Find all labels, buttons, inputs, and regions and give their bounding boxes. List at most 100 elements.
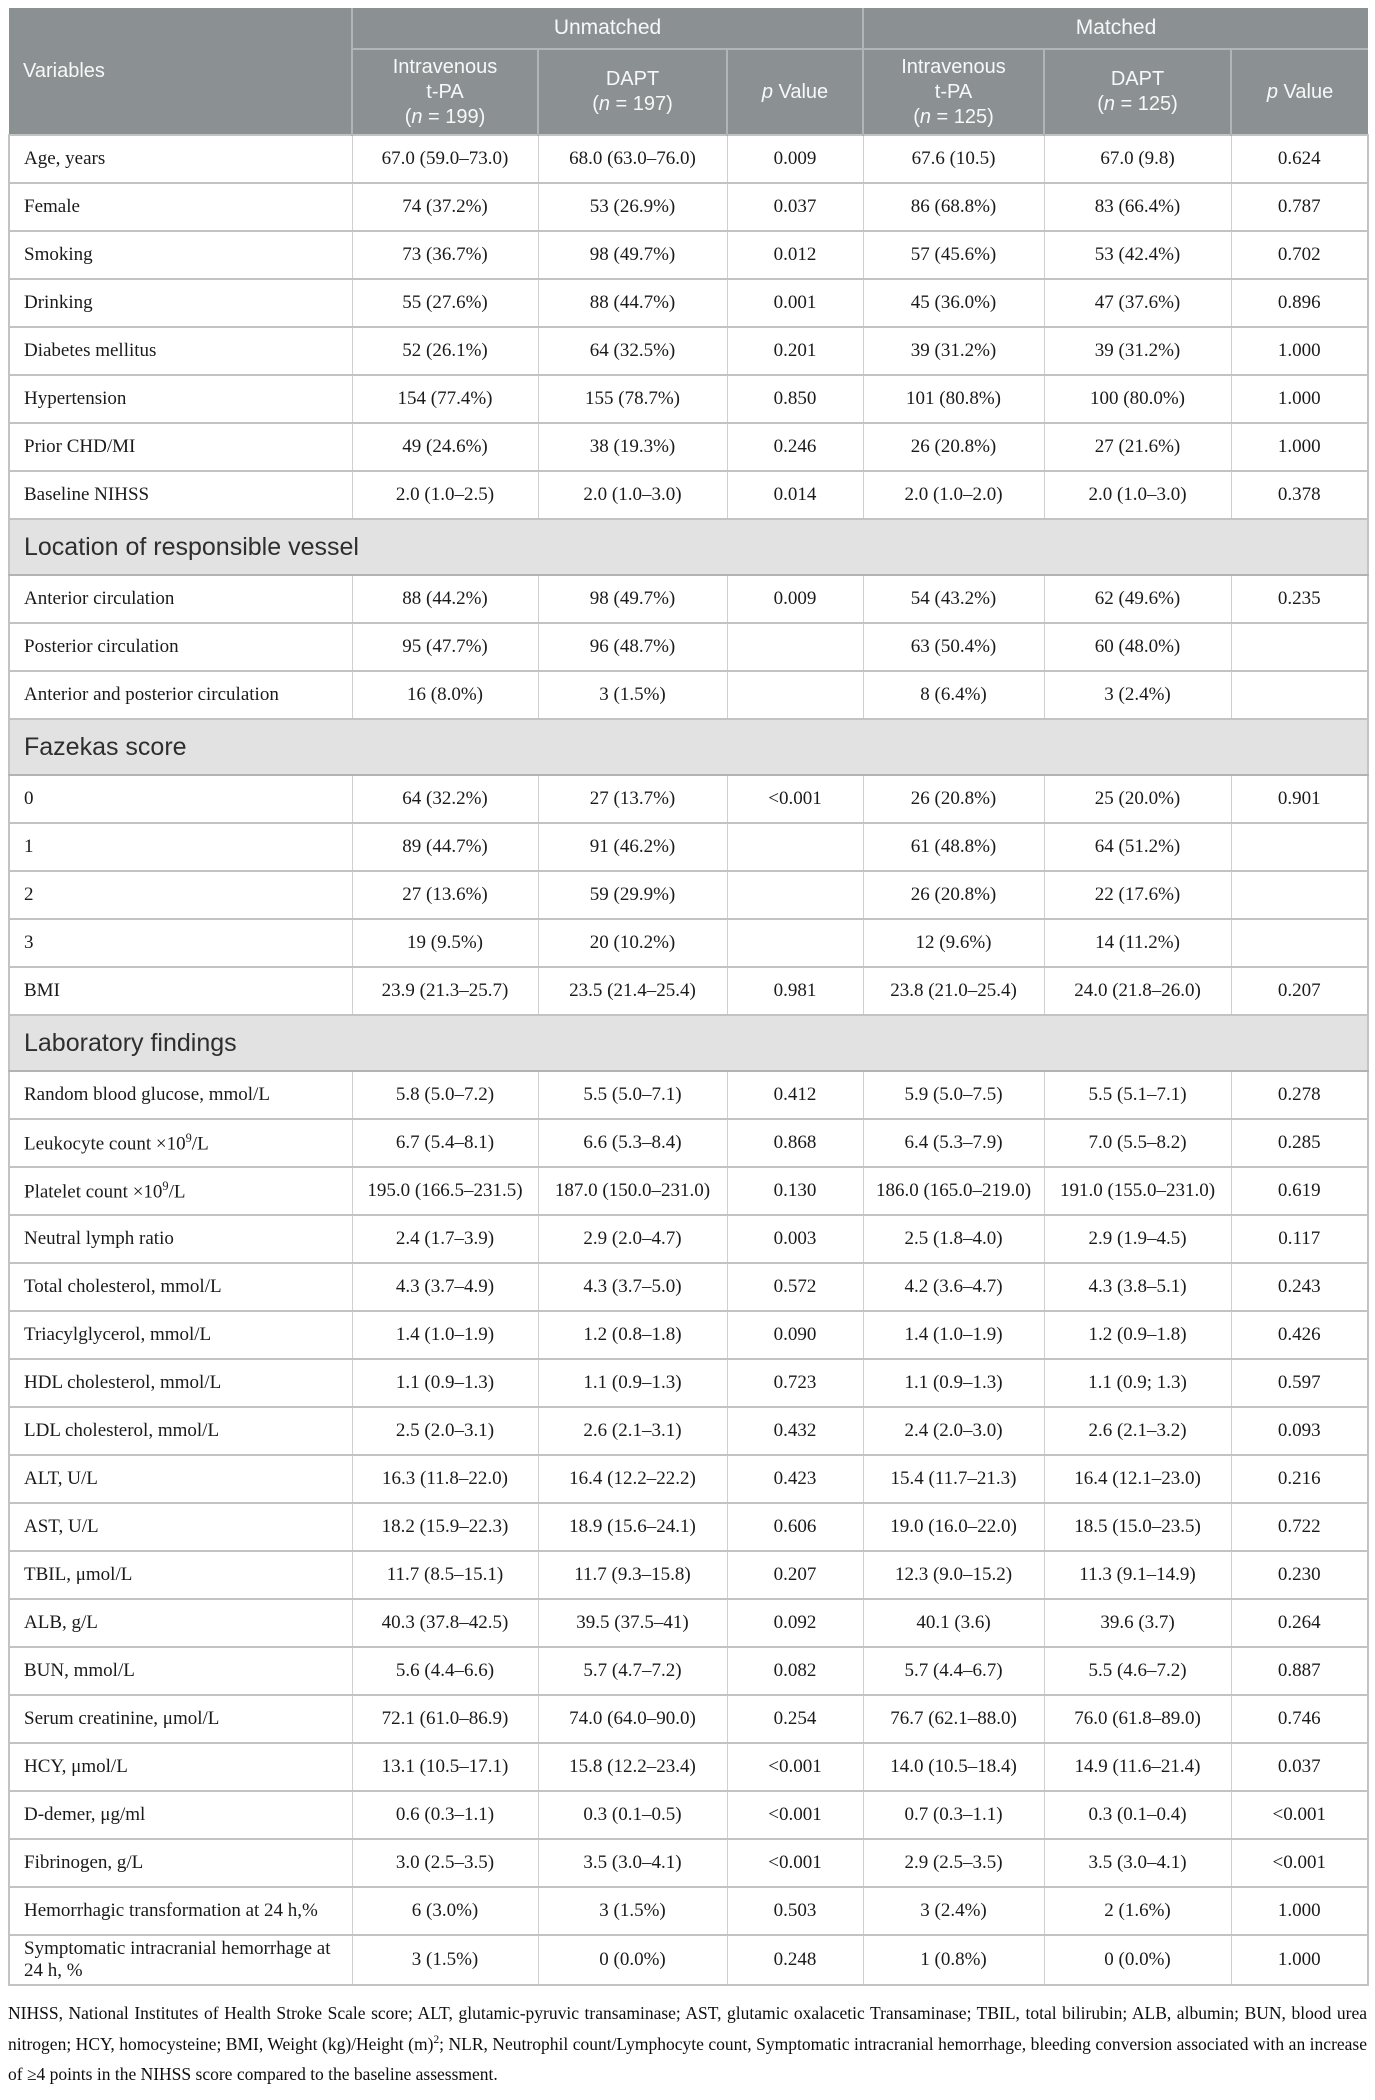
value-cell: 67.0 (59.0–73.0): [351, 134, 539, 184]
value-cell: 0.702: [1230, 230, 1370, 280]
table-row: Diabetes mellitus 52 (26.1%) 64 (32.5%) 0.2…: [8, 326, 1370, 376]
column-header-1: DAPT (n = 197): [537, 49, 727, 135]
column-header-0: Intravenous t-PA (n = 199): [352, 49, 538, 135]
value-cell: 0.746: [1230, 1694, 1370, 1744]
value-cell: 64 (32.5%): [537, 326, 728, 376]
value-cell: 4.3 (3.7–5.0): [537, 1262, 728, 1312]
value-cell: 5.7 (4.4–6.7): [862, 1646, 1045, 1696]
value-cell: 5.5 (5.0–7.1): [537, 1070, 728, 1120]
value-cell: 2.5 (1.8–4.0): [862, 1214, 1045, 1264]
group-header-unmatched: Unmatched: [350, 8, 864, 50]
value-cell: 26 (20.8%): [862, 774, 1045, 824]
value-cell: 45 (36.0%): [862, 278, 1045, 328]
table-row: Platelet count ×109/L 195.0 (166.5–231.5)…: [8, 1166, 1370, 1216]
value-cell: [1230, 670, 1370, 720]
table-row: Posterior circulation 95 (47.7%) 96 (48.7%…: [8, 622, 1370, 672]
table-row: HCY, μmol/L 13.1 (10.5–17.1) 15.8 (12.2–23…: [8, 1742, 1370, 1792]
value-cell: 6.4 (5.3–7.9): [862, 1118, 1045, 1168]
value-cell: 0.246: [726, 422, 864, 472]
value-cell: 3 (1.5%): [537, 1886, 728, 1936]
variable-label: Prior CHD/MI: [8, 422, 353, 472]
value-cell: 76.0 (61.8–89.0): [1043, 1694, 1232, 1744]
section-label: Fazekas score: [7, 718, 1370, 776]
variable-label: ALB, g/L: [8, 1598, 353, 1648]
value-cell: 3 (2.4%): [862, 1886, 1045, 1936]
value-cell: 1.000: [1230, 374, 1370, 424]
value-cell: 83 (66.4%): [1043, 182, 1232, 232]
value-cell: 0.624: [1230, 134, 1370, 184]
table-row: Smoking 73 (36.7%) 98 (49.7%) 0.012 57 (45.6…: [8, 230, 1370, 280]
variable-label: Posterior circulation: [8, 622, 353, 672]
value-cell: 0.6 (0.3–1.1): [351, 1790, 539, 1840]
value-cell: 0.378: [1230, 470, 1370, 520]
value-cell: 101 (80.8%): [862, 374, 1045, 424]
value-cell: 95 (47.7%): [351, 622, 539, 672]
value-cell: <0.001: [726, 1742, 864, 1792]
value-cell: 62 (49.6%): [1043, 574, 1232, 624]
value-cell: 3 (1.5%): [351, 1934, 539, 1986]
value-cell: 0.264: [1230, 1598, 1370, 1648]
table-footnote: NIHSS, National Institutes of Health Str…: [8, 2003, 1368, 2085]
value-cell: 54 (43.2%): [862, 574, 1045, 624]
value-cell: 187.0 (150.0–231.0): [537, 1166, 728, 1216]
value-cell: 27 (13.7%): [537, 774, 728, 824]
table-row: Female 74 (37.2%) 53 (26.9%) 0.037 86 (68.8%…: [8, 182, 1370, 232]
value-cell: 0.619: [1230, 1166, 1370, 1216]
value-cell: [726, 670, 864, 720]
value-cell: 0.207: [726, 1550, 864, 1600]
table-row: 1 89 (44.7%) 91 (46.2%) 61 (48.8%) 64 (51.2%…: [8, 822, 1370, 872]
value-cell: 1.2 (0.9–1.8): [1043, 1310, 1232, 1360]
value-cell: 57 (45.6%): [862, 230, 1045, 280]
value-cell: 0.001: [726, 278, 864, 328]
value-cell: 0.3 (0.1–0.4): [1043, 1790, 1232, 1840]
value-cell: 73 (36.7%): [351, 230, 539, 280]
value-cell: 23.8 (21.0–25.4): [862, 966, 1045, 1016]
value-cell: 154 (77.4%): [351, 374, 539, 424]
value-cell: 0.130: [726, 1166, 864, 1216]
value-cell: 0.235: [1230, 574, 1370, 624]
value-cell: 3 (2.4%): [1043, 670, 1232, 720]
value-cell: 14.0 (10.5–18.4): [862, 1742, 1045, 1792]
variable-label: HDL cholesterol, mmol/L: [8, 1358, 353, 1408]
value-cell: 0.216: [1230, 1454, 1370, 1504]
value-cell: [1230, 822, 1370, 872]
value-cell: 5.8 (5.0–7.2): [351, 1070, 539, 1120]
variable-label: 1: [8, 822, 353, 872]
table-row: D-demer, μg/ml 0.6 (0.3–1.1) 0.3 (0.1–0.5)…: [8, 1790, 1370, 1840]
value-cell: 6.6 (5.3–8.4): [537, 1118, 728, 1168]
table-row: TBIL, μmol/L 11.7 (8.5–15.1) 11.7 (9.3–15.…: [8, 1550, 1370, 1600]
variable-label: 3: [8, 918, 353, 968]
section-label: Location of responsible vessel: [7, 518, 1370, 576]
table-row: Neutral lymph ratio 2.4 (1.7–3.9) 2.9 (2.0…: [8, 1214, 1370, 1264]
variable-label: Anterior circulation: [8, 574, 353, 624]
variable-label: BUN, mmol/L: [8, 1646, 353, 1696]
value-cell: <0.001: [1230, 1838, 1370, 1888]
value-cell: [1230, 622, 1370, 672]
table-row: Drinking 55 (27.6%) 88 (44.7%) 0.001 45 (36.…: [8, 278, 1370, 328]
value-cell: 0.207: [1230, 966, 1370, 1016]
value-cell: 0.092: [726, 1598, 864, 1648]
value-cell: [726, 622, 864, 672]
value-cell: 6 (3.0%): [351, 1886, 539, 1936]
value-cell: 0.868: [726, 1118, 864, 1168]
table-row: Fibrinogen, g/L 3.0 (2.5–3.5) 3.5 (3.0–4.1…: [8, 1838, 1370, 1888]
value-cell: 23.5 (21.4–25.4): [537, 966, 728, 1016]
column-header-row: Intravenous t-PA (n = 199) DAPT (n = 197) p V…: [9, 49, 1369, 135]
table-row: BMI 23.9 (21.3–25.7) 23.5 (21.4–25.4) 0.981…: [8, 966, 1370, 1016]
value-cell: 0.037: [1230, 1742, 1370, 1792]
value-cell: 0.285: [1230, 1118, 1370, 1168]
column-header-2: p Value: [725, 49, 864, 135]
value-cell: 27 (13.6%): [351, 870, 539, 920]
value-cell: 1.1 (0.9; 1.3): [1043, 1358, 1232, 1408]
table-row: Symptomatic intracranial hemorrhage at 2…: [8, 1934, 1370, 1986]
table-row: Anterior circulation 88 (44.2%) 98 (49.7%)…: [8, 574, 1370, 624]
value-cell: 4.2 (3.6–4.7): [862, 1262, 1045, 1312]
value-cell: 1.1 (0.9–1.3): [862, 1358, 1045, 1408]
table-row: LDL cholesterol, mmol/L 2.5 (2.0–3.1) 2.6 …: [8, 1406, 1370, 1456]
variable-label: Age, years: [8, 134, 353, 184]
table-row: HDL cholesterol, mmol/L 1.1 (0.9–1.3) 1.1 …: [8, 1358, 1370, 1408]
value-cell: 5.7 (4.7–7.2): [537, 1646, 728, 1696]
value-cell: 0.012: [726, 230, 864, 280]
value-cell: 27 (21.6%): [1043, 422, 1232, 472]
variable-label: 2: [8, 870, 353, 920]
